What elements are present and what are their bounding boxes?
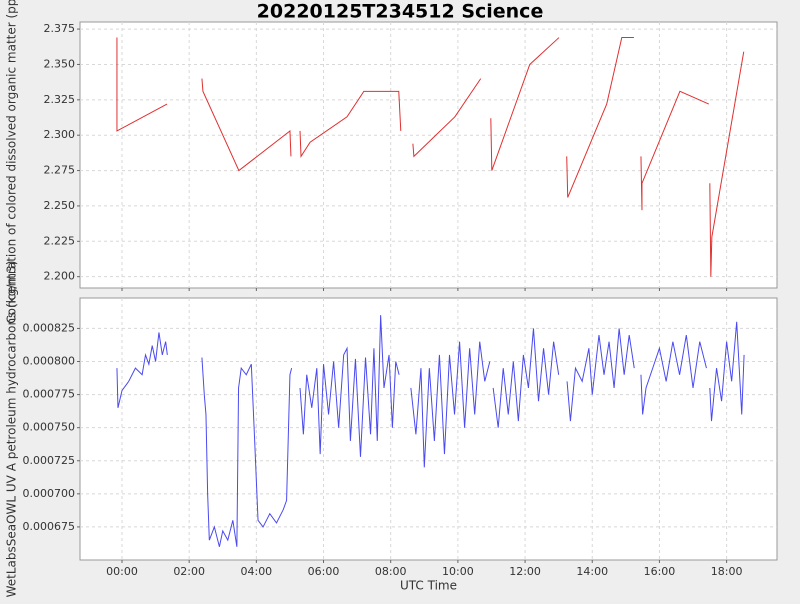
y-tick-label: 2.250 [44,199,76,212]
y-tick-label: 0.000775 [23,388,76,401]
plot-area [79,21,778,289]
y-tick-label: 0.000800 [23,355,76,368]
x-tick-label: 14:00 [576,565,608,578]
y-tick-label: 2.200 [44,270,76,283]
x-tick-label: 16:00 [644,565,676,578]
y-tick-label: 0.000675 [23,520,76,533]
data-line [116,37,745,277]
data-line [116,315,745,547]
y-tick-label: 2.275 [44,164,76,177]
y-tick-label: 2.350 [44,57,76,70]
y-tick-label: 0.000750 [23,421,76,434]
chart-title: 20220125T234512 Science [257,1,544,23]
y-axis-label: WetLabsSeaOWL UV A petroleum hydrocarbon… [5,261,19,598]
y-tick-label: 2.375 [44,22,76,35]
x-axis-label: UTC Time [400,579,457,593]
y-tick-label: 0.000725 [23,454,76,467]
y-tick-label: 2.300 [44,128,76,141]
x-tick-label: 04:00 [240,565,272,578]
y-tick-label: 0.000825 [23,321,76,334]
y-tick-label: 2.225 [44,234,76,247]
x-tick-label: 06:00 [308,565,340,578]
y-tick-label: 0.000700 [23,487,76,500]
x-tick-label: 02:00 [173,565,205,578]
y-tick-label: 2.325 [44,93,76,106]
x-tick-label: 08:00 [375,565,407,578]
y-axis-label: Concentration of colored dissolved organ… [5,0,19,324]
x-tick-label: 00:00 [106,565,138,578]
x-tick-label: 10:00 [442,565,474,578]
x-tick-label: 18:00 [711,565,743,578]
plot-area [79,297,778,561]
x-tick-label: 12:00 [509,565,541,578]
